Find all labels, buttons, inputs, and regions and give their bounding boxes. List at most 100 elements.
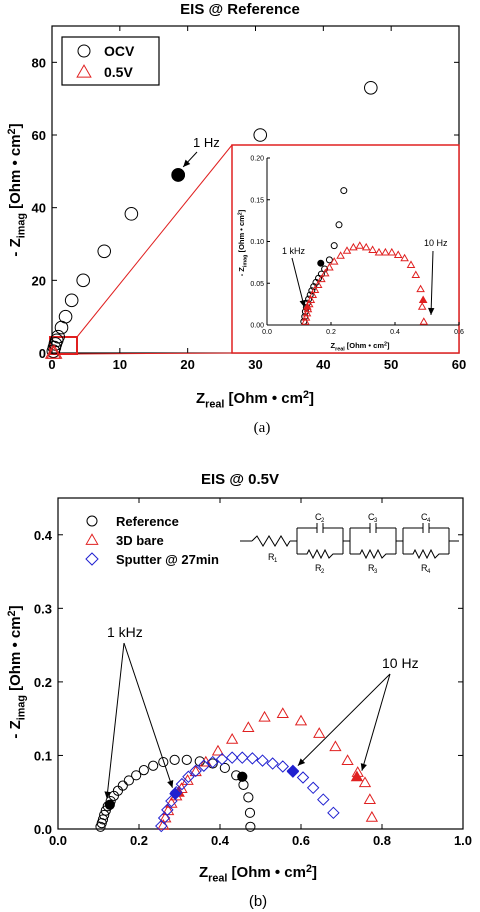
inset-point-1 [301, 313, 311, 321]
panel-b-xtick-label: 0.8 [373, 833, 391, 848]
inset-xtick-label: 0.4 [390, 329, 400, 336]
inset-xtick-label: 0.6 [454, 329, 464, 336]
panel-b-annotation-arrow [297, 673, 391, 766]
circuit-label-sub: 4 [427, 569, 431, 575]
panel-a-ytick-label: 80 [32, 55, 46, 70]
panel-b-point-0 [99, 809, 110, 821]
panel-a-ytick-label: 20 [32, 273, 46, 288]
panel-a-legend: OCV 0.5V [61, 36, 160, 86]
inset-point-1 [416, 284, 425, 293]
panel-a-point-0 [64, 293, 79, 308]
panel-b-legend-label: 3D bare [116, 533, 164, 548]
panel-a-xtick-label: 50 [384, 357, 398, 372]
panel-b-title: EIS @ 0.5V [201, 471, 279, 488]
panel-b-point-highlight [104, 799, 115, 810]
panel-b-point-1 [276, 707, 289, 718]
inset-point-1 [317, 274, 326, 283]
panel-b-point-2 [327, 806, 340, 820]
panel-b-point-2 [215, 752, 229, 766]
inset-point-1 [310, 285, 320, 294]
circuit-label: R [268, 552, 275, 562]
panel-a-point-0 [124, 207, 139, 221]
panel-b-point-0 [138, 765, 149, 776]
resistor-r1 [251, 535, 291, 547]
panel-b-point-1 [189, 765, 202, 777]
panel-b-xtick-label: 0.6 [292, 833, 310, 848]
panel-b-ytick-label: 0.4 [34, 528, 53, 543]
panel-b-point-1 [225, 732, 239, 744]
panel-b-point-0 [181, 754, 192, 765]
inset-point-0 [317, 270, 325, 278]
panel-b-annotation: 10 Hz [382, 655, 419, 671]
panel-b-point-2 [225, 751, 239, 764]
panel-b-point-2 [296, 771, 310, 784]
panel-b-caption: (b) [249, 893, 267, 910]
inset-point-1 [342, 246, 352, 254]
inset-point-1 [355, 241, 365, 249]
resistor [350, 548, 396, 560]
panel-b-point-2 [197, 759, 211, 772]
panel-b-legend-marker [85, 533, 99, 545]
panel-a-xtick-label: 10 [113, 357, 127, 372]
panel-a-xtick-label: 60 [452, 357, 466, 372]
panel-b-point-1 [329, 740, 342, 752]
inset-point-1 [302, 308, 312, 317]
panel-b-point-1 [157, 819, 170, 830]
inset-point-1 [400, 253, 409, 262]
panel-b-point-highlight [237, 771, 248, 782]
circuit-label-sub: 1 [274, 558, 278, 564]
panel-a-caption: (a) [254, 420, 271, 436]
circuit-label: C [368, 512, 375, 522]
circuit-label: R [315, 563, 322, 573]
panel-b-point-0 [148, 760, 159, 771]
panel-b-point-highlight [350, 770, 364, 782]
inset-annotation-arrow [291, 257, 306, 308]
inset-point-highlight [303, 302, 312, 310]
panel-b-point-1 [365, 810, 379, 822]
panel-b: EIS @ 0.5V 0.0 0.2 0.4 0.6 0.8 1.0 0.0 0.1 0.2 0.3… [6, 471, 472, 910]
panel-b-point-2 [161, 803, 174, 817]
panel-b-xtick-label: 0.4 [211, 833, 230, 848]
panel-b-point-1 [211, 744, 225, 756]
panel-a-xtick-label: 20 [180, 357, 194, 372]
resistor [403, 548, 449, 560]
panel-b-point-1 [341, 754, 354, 766]
panel-b-point-0 [108, 790, 119, 802]
inset-ytick-label: 0.00 [250, 323, 264, 330]
panel-b-point-1 [242, 721, 255, 732]
panel-b-annotation-arrow [104, 642, 125, 799]
inset-annotation: 1 kHz [282, 246, 306, 256]
panel-b-xtick-label: 0.0 [49, 833, 67, 848]
inset-point-highlight [418, 295, 428, 304]
panel-b-point-0 [117, 780, 128, 791]
svg-text:- Zimag [Ohm • cm2]: - Zimag [Ohm • cm2] [6, 605, 28, 738]
panel-a-zoom-line [76, 144, 233, 338]
inset-point-1 [374, 247, 384, 256]
panel-b-ytick-label: 0.1 [34, 748, 52, 763]
panel-b-legend-marker [86, 515, 98, 527]
inset-point-1 [387, 247, 397, 256]
panel-b-point-1 [358, 776, 372, 788]
panel-a: EIS @ Reference 0 10 20 30 40 50 60 0 20 40 60 80 Zre… [6, 1, 466, 436]
panel-b-circuit [240, 523, 459, 560]
circuit-label-sub: 3 [374, 569, 378, 575]
panel-b-point-0 [131, 770, 142, 781]
panel-a-xtick-label: 40 [316, 357, 330, 372]
svg-text:- Zimag [Ohm • cm2]: - Zimag [Ohm • cm2] [237, 209, 248, 276]
inset-ylabel: - Zimag [Ohm • cm2] [237, 209, 248, 276]
panel-b-point-2 [236, 751, 249, 764]
circuit-label: R [421, 563, 428, 573]
panel-b-legend: Reference 3D bare Sputter @ 27min [85, 514, 219, 567]
panel-a-xlabel: Zreal [Ohm • cm2] [196, 389, 314, 411]
panel-a-point-0 [97, 244, 112, 259]
panel-b-point-2 [189, 764, 202, 778]
inset-point-0 [335, 221, 343, 229]
panel-a-ytick-label: 60 [32, 128, 46, 143]
panel-a-xtick-label: 0 [48, 357, 55, 372]
panel-b-point-2 [157, 811, 171, 825]
panel-b-ylabel: - Zimag [Ohm • cm2] [6, 605, 28, 738]
svg-text:Zreal [Ohm • cm2]: Zreal [Ohm • cm2] [196, 389, 314, 411]
inset-ytick-label: 0.05 [250, 281, 264, 288]
inset-point-1 [368, 245, 377, 253]
